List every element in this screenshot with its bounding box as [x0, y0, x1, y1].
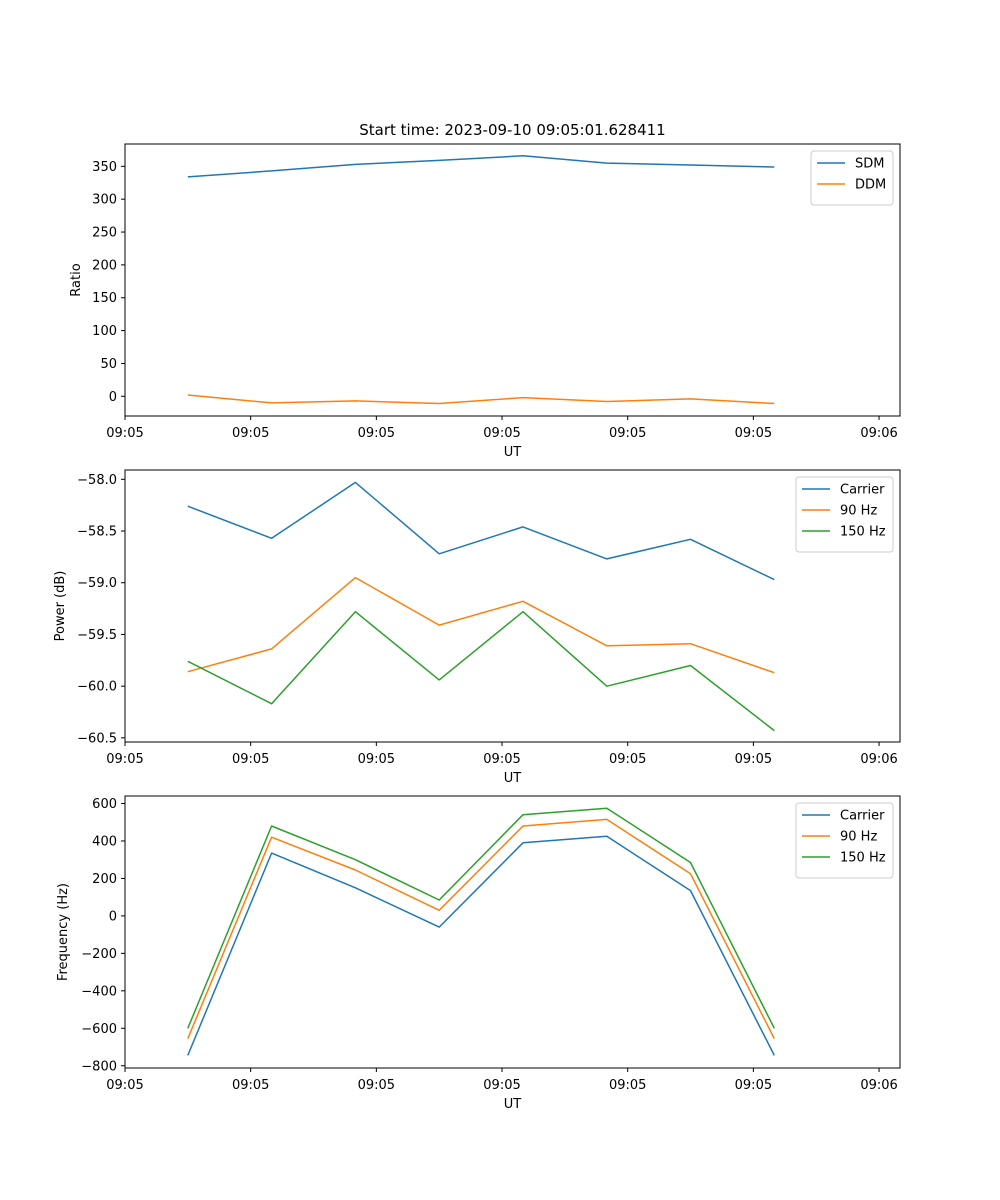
legend-label: Carrier — [840, 809, 885, 824]
y-tick-label: 250 — [92, 226, 117, 241]
x-tick-label: 09:05 — [358, 1078, 395, 1093]
legend-label: DDM — [855, 178, 886, 193]
x-tick-label: 09:05 — [609, 752, 646, 767]
x-tick-label: 09:05 — [106, 1078, 143, 1093]
y-tick-label: 350 — [92, 160, 117, 175]
legend-label: SDM — [855, 157, 884, 172]
y-tick-label: −800 — [81, 1059, 117, 1074]
series-line-sdm — [187, 155, 775, 178]
x-tick-label: 09:05 — [483, 1078, 520, 1093]
y-axis-label: Frequency (Hz) — [56, 883, 71, 981]
x-tick-label: 09:05 — [232, 752, 269, 767]
y-tick-label: 200 — [92, 872, 117, 887]
y-tick-label: 50 — [100, 357, 117, 372]
chart-title: Start time: 2023-09-10 09:05:01.628411 — [359, 121, 665, 139]
series-line-150-hz — [187, 807, 775, 1029]
series-line-90-hz — [187, 818, 775, 1039]
y-tick-label: 0 — [109, 909, 117, 924]
x-tick-label: 09:05 — [735, 1078, 772, 1093]
legend-label: Carrier — [840, 483, 885, 498]
legend-label: 90 Hz — [840, 504, 877, 519]
y-axis-label: Ratio — [69, 263, 84, 296]
axes-frame — [124, 795, 901, 1069]
x-tick-label: 09:05 — [483, 752, 520, 767]
y-tick-label: 100 — [92, 324, 117, 339]
x-tick-label: 09:06 — [860, 426, 897, 441]
y-axis-label: Power (dB) — [53, 571, 68, 642]
x-tick-label: 09:06 — [860, 752, 897, 767]
legend-box — [795, 476, 894, 553]
x-axis-label: UT — [504, 1097, 522, 1112]
x-axis-label: UT — [504, 771, 522, 786]
x-tick-label: 09:06 — [860, 1078, 897, 1093]
x-tick-label: 09:05 — [609, 1078, 646, 1093]
x-tick-label: 09:05 — [232, 1078, 269, 1093]
series-line-carrier — [187, 481, 775, 581]
y-tick-label: 150 — [92, 291, 117, 306]
legend-label: 150 Hz — [840, 525, 886, 540]
legend: SDM DDM — [810, 150, 894, 206]
legend: Carrier 90 Hz 150 Hz — [795, 802, 894, 879]
legend-label: 90 Hz — [840, 830, 877, 845]
y-tick-label: −400 — [81, 984, 117, 999]
power-chart: Power (dB) UT −58.0 −58.5 −59.0 −59.5 −60.0 −… — [53, 469, 901, 786]
x-tick-label: 09:05 — [483, 426, 520, 441]
y-tick-label: 0 — [109, 390, 117, 405]
x-tick-label: 09:05 — [735, 426, 772, 441]
y-tick-label: −60.0 — [77, 680, 117, 695]
axes-frame — [124, 469, 901, 743]
series-line-150-hz — [187, 610, 775, 732]
y-tick-label: −58.0 — [77, 473, 117, 488]
x-tick-label: 09:05 — [609, 426, 646, 441]
y-tick-label: −59.0 — [77, 576, 117, 591]
x-tick-label: 09:05 — [358, 426, 395, 441]
y-tick-label: 200 — [92, 258, 117, 273]
y-tick-label: −200 — [81, 947, 117, 962]
y-tick-label: 300 — [92, 193, 117, 208]
y-tick-label: −59.5 — [77, 628, 117, 643]
y-tick-label: 400 — [92, 834, 117, 849]
series-line-carrier — [187, 835, 775, 1056]
x-axis-label: UT — [504, 445, 522, 460]
x-tick-label: 09:05 — [106, 752, 143, 767]
x-tick-label: 09:05 — [232, 426, 269, 441]
legend-box — [810, 150, 894, 206]
series-line-90-hz — [187, 576, 775, 674]
ratio-chart: Start time: 2023-09-10 09:05:01.628411 R… — [69, 121, 901, 460]
y-tick-label: −60.5 — [77, 731, 117, 746]
x-tick-label: 09:05 — [358, 752, 395, 767]
y-tick-label: −58.5 — [77, 525, 117, 540]
x-tick-label: 09:05 — [735, 752, 772, 767]
series-line-ddm — [187, 394, 775, 405]
legend-box — [795, 802, 894, 879]
axes-frame — [124, 143, 901, 417]
frequency-chart: Frequency (Hz) UT −800 −600 −400 −200 0 200 40… — [56, 795, 901, 1112]
legend-label: 150 Hz — [840, 851, 886, 866]
y-tick-label: −600 — [81, 1022, 117, 1037]
x-tick-label: 09:05 — [106, 426, 143, 441]
legend: Carrier 90 Hz 150 Hz — [795, 476, 894, 553]
y-tick-label: 600 — [92, 797, 117, 812]
